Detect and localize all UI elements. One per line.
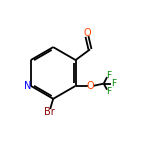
Text: O: O — [83, 28, 91, 38]
Text: F: F — [111, 79, 116, 88]
Text: O: O — [87, 81, 95, 91]
Text: F: F — [106, 87, 111, 96]
Text: Br: Br — [44, 107, 55, 117]
Text: F: F — [106, 71, 111, 80]
Text: N: N — [24, 81, 32, 91]
